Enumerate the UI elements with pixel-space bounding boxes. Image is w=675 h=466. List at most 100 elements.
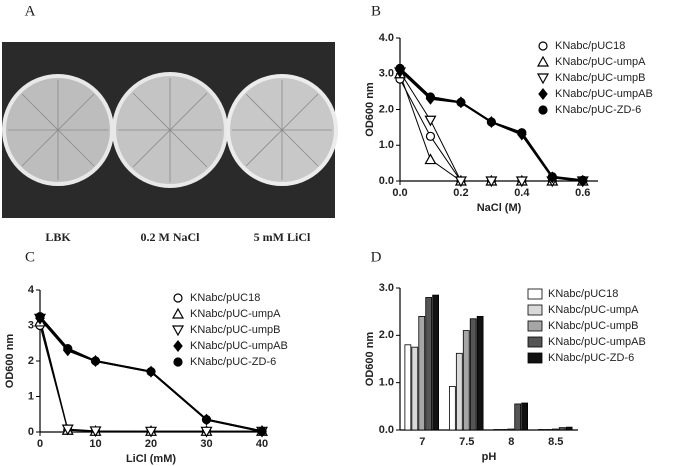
bar: [469, 318, 477, 431]
legend-marker: [173, 357, 183, 367]
legend-label: KNabc/pUC-umpAB: [548, 336, 646, 348]
marker: [144, 426, 158, 438]
marker: [424, 153, 437, 165]
bar: [558, 427, 566, 431]
marker: [454, 176, 467, 188]
y-tick-label: 3.0: [379, 68, 394, 80]
bar: [448, 386, 456, 431]
legend-label: KNabc/pUC-umpA: [190, 308, 281, 320]
plate-caption: 0.2 M NaCl: [141, 230, 201, 244]
y-axis-label: OD600 nm: [364, 332, 376, 387]
x-tick-label: 7.5: [459, 436, 474, 448]
legend-swatch: [527, 320, 543, 332]
legend-marker: [171, 307, 185, 319]
y-tick-label: 0.0: [379, 175, 394, 187]
legend-label: KNabc/pUC-umpAB: [190, 340, 288, 352]
legend-marker: [173, 293, 183, 303]
legend-swatch: [527, 336, 543, 348]
y-tick-label: 1.0: [379, 139, 394, 151]
marker: [395, 63, 405, 73]
legend-label: KNabc/pUC-umpB: [190, 324, 280, 336]
bar: [425, 297, 433, 431]
legend-marker: [538, 105, 548, 115]
legend-label: KNabc/pUC-umpA: [555, 56, 646, 68]
series-line: [39, 315, 263, 433]
legend-marker: [171, 325, 185, 337]
x-tick-label: 7: [419, 436, 425, 448]
y-axis-label: OD600 nm: [364, 82, 376, 137]
panel-label: A: [25, 3, 36, 19]
marker: [517, 128, 527, 138]
plate-caption: 5 mM LiCl: [254, 230, 311, 244]
bar: [551, 428, 559, 431]
plate-caption: LBK: [45, 230, 71, 244]
marker: [90, 356, 101, 366]
y-tick-label: 2: [28, 355, 34, 367]
legend-marker: [538, 41, 548, 51]
bar: [411, 346, 419, 431]
x-tick-label: 8.5: [548, 436, 563, 448]
legend-label: KNabc/pUC-umpA: [548, 304, 639, 316]
y-tick-label: 1.0: [379, 377, 394, 389]
y-tick-label: 2.0: [379, 329, 394, 341]
bar: [432, 294, 440, 431]
marker: [200, 426, 213, 438]
marker: [425, 92, 436, 102]
legend-marker: [173, 340, 183, 352]
series-line: [39, 318, 262, 432]
x-tick-label: 10: [89, 438, 101, 450]
x-tick-label: 0.4: [514, 187, 530, 199]
bar: [462, 330, 470, 431]
marker: [485, 176, 498, 188]
y-tick-label: 0: [28, 426, 34, 438]
legend-label: KNabc/pUC-umpAB: [555, 88, 653, 100]
bar: [521, 402, 529, 431]
y-tick-label: 3: [28, 319, 34, 331]
y-axis-label: OD600 nm: [4, 334, 16, 389]
x-tick-label: 0: [37, 438, 43, 450]
x-tick-label: 0.2: [453, 187, 468, 199]
legend-label: KNabc/pUC-ZD-6: [548, 352, 634, 364]
y-tick-label: 0.0: [379, 424, 394, 436]
y-tick-label: 4.0: [379, 32, 394, 44]
legend-marker: [536, 55, 550, 67]
x-tick-label: 30: [200, 438, 212, 450]
panel-label: D: [371, 249, 382, 265]
legend-swatch: [527, 288, 543, 300]
bar: [507, 428, 515, 431]
marker: [257, 426, 267, 436]
y-tick-label: 2.0: [379, 103, 394, 115]
plate-photo: [2, 42, 338, 218]
marker: [89, 426, 102, 438]
bar: [455, 352, 463, 431]
x-axis-label: NaCl (M): [477, 202, 522, 214]
x-tick-label: 40: [256, 438, 268, 450]
panel-label: B: [371, 3, 381, 19]
panel-label: C: [25, 249, 35, 265]
legend-label: KNabc/pUC-ZD-6: [555, 104, 641, 116]
x-tick-label: 0.0: [392, 187, 407, 199]
marker: [578, 175, 588, 185]
plate-sectors: [8, 78, 332, 182]
marker: [35, 312, 45, 322]
y-tick-label: 1: [28, 390, 34, 402]
legend-label: KNabc/pUC-ZD-6: [190, 356, 276, 368]
legend-label: KNabc/pUC18: [190, 292, 260, 304]
legend-label: KNabc/pUC18: [555, 40, 625, 52]
marker: [425, 131, 436, 141]
legend-marker: [536, 73, 550, 85]
marker: [486, 117, 496, 127]
marker: [146, 367, 156, 377]
bar: [418, 315, 426, 431]
y-tick-label: 3.0: [379, 282, 394, 294]
x-tick-label: 8: [508, 436, 514, 448]
x-tick-label: 0.6: [575, 187, 590, 199]
x-tick-label: 20: [145, 438, 157, 450]
legend-label: KNabc/pUC-umpB: [548, 320, 638, 332]
legend-swatch: [527, 352, 543, 364]
legend-label: KNabc/pUC18: [548, 288, 618, 300]
legend-marker: [538, 88, 548, 100]
bar: [476, 315, 484, 431]
legend-label: KNabc/pUC-umpB: [555, 72, 645, 84]
